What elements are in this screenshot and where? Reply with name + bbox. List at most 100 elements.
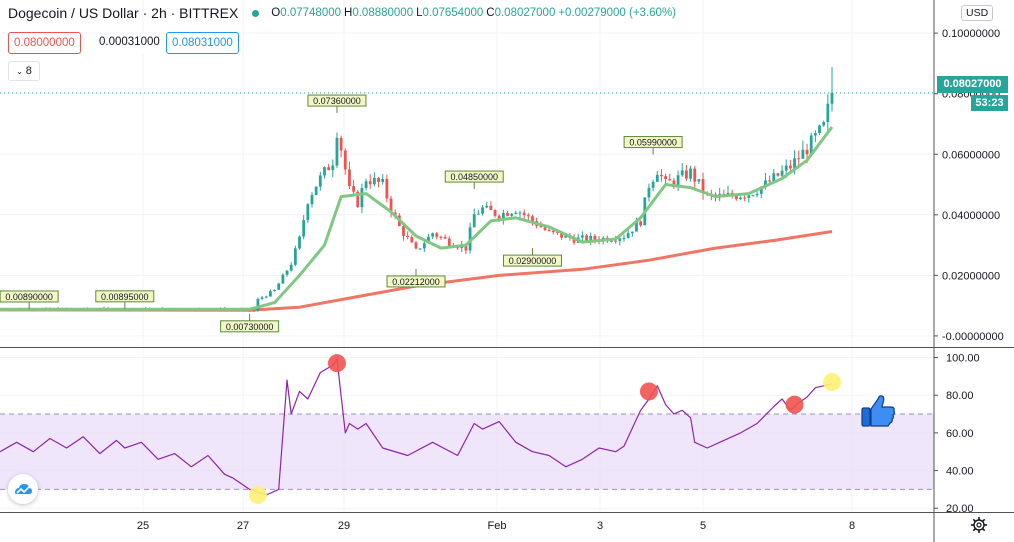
rsi-path — [0, 358, 833, 496]
annotation-box — [623, 136, 683, 149]
candle-body — [572, 238, 576, 243]
ohlc-open: O0.07748000 — [271, 7, 341, 19]
candle-body — [489, 205, 493, 210]
gear-icon[interactable] — [970, 516, 988, 534]
time-tick-label: 27 — [237, 520, 249, 532]
price-tick-label: 0.06000000 — [942, 149, 1000, 161]
candle-body — [589, 235, 593, 242]
candle-body — [497, 215, 501, 220]
annotation-label: 0.05990000 — [629, 138, 677, 148]
candle-body — [368, 181, 372, 185]
annotation-box — [95, 290, 155, 303]
annotation-label: 0.00730000 — [226, 322, 274, 332]
annotation-box — [502, 254, 562, 267]
candle-body — [793, 158, 796, 169]
candle-body — [685, 170, 688, 179]
spread-value: 0.00031000 — [94, 34, 165, 54]
bar-countdown: 53:23 — [971, 95, 1008, 111]
annotation-label: 0.00890000 — [5, 292, 53, 302]
candle-body — [772, 173, 776, 182]
rsi-tick-label: 20.00 — [946, 503, 974, 515]
indicators-collapse-button[interactable]: ⌄ 8 — [8, 61, 40, 81]
candle-body — [506, 212, 509, 216]
candle-body — [543, 227, 547, 230]
high-label: H — [344, 7, 353, 19]
candle-body — [801, 149, 805, 159]
price-annotation: 0.07360000 — [307, 94, 367, 114]
symbol-title[interactable]: Dogecoin / US Dollar · 2h · BITTREX — [8, 5, 239, 21]
candle-body — [456, 247, 459, 249]
candle-body — [323, 167, 326, 176]
time-tick-label: 29 — [338, 520, 350, 532]
candle-body — [348, 169, 351, 187]
ohlc-high: H0.08880000 — [344, 7, 413, 19]
candle-body — [581, 235, 584, 238]
annotation-box — [386, 275, 446, 288]
annotation-label: 0.07360000 — [313, 96, 361, 106]
price-annotation: 0.02212000 — [386, 268, 446, 288]
price-annotation: 0.02900000 — [502, 248, 562, 267]
price-annotation: 0.00890000 — [0, 290, 59, 309]
candle-body — [551, 230, 555, 233]
rsi-line — [0, 358, 833, 496]
candle-body — [647, 187, 651, 198]
currency-button[interactable]: USD — [961, 5, 994, 21]
candle-body — [289, 264, 293, 271]
price-tick-label: 0.10000000 — [942, 28, 1000, 40]
rsi-overbought-marker — [327, 354, 346, 373]
rsi-signal-marker — [823, 373, 841, 392]
open-value: 0.07748000 — [280, 7, 342, 19]
current-price-label: 0.08027000 — [937, 76, 1008, 93]
rsi-tick-label: 40.00 — [946, 466, 974, 478]
rsi-overbought-marker — [785, 395, 804, 414]
candle-body — [668, 179, 672, 181]
candle-body — [269, 291, 272, 297]
candle-body — [764, 180, 767, 187]
candle-body — [414, 242, 418, 249]
time-tick-label: 3 — [597, 520, 603, 532]
candle-body — [335, 137, 339, 166]
time-tick-label: 25 — [137, 520, 149, 532]
sell-button[interactable]: 0.08000000 — [8, 32, 81, 54]
slow-moving-average — [0, 230, 833, 312]
price-tick-label: -0.00000000 — [942, 331, 1004, 343]
buy-button[interactable]: 0.08031000 — [166, 32, 239, 54]
candle-body — [331, 165, 335, 171]
candle-body — [651, 181, 655, 188]
price-annotation: 0.00895000 — [95, 290, 155, 309]
annotation-box — [220, 320, 280, 333]
candle-body — [427, 236, 430, 244]
candle-body — [680, 170, 684, 176]
candle-body — [630, 231, 634, 234]
candle-body — [809, 135, 813, 155]
candle-body — [273, 289, 276, 292]
candle-body — [385, 178, 389, 199]
candle-body — [447, 238, 451, 246]
candle-body — [264, 296, 268, 298]
low-value: 0.07654000 — [422, 7, 484, 19]
candle-body — [826, 103, 830, 122]
candle-body — [755, 193, 759, 196]
candle-body — [660, 174, 663, 177]
tradingview-cloud-icon[interactable] — [8, 474, 38, 504]
candle-body — [410, 237, 414, 243]
close-label: C — [486, 7, 495, 19]
candle-body — [556, 232, 559, 234]
candle-body — [381, 178, 385, 182]
candle-body — [614, 240, 618, 242]
candle-body — [352, 186, 355, 192]
candle-body — [664, 176, 667, 180]
rsi-overbought-marker — [639, 382, 658, 401]
change-value: +0.00279000 (+3.60%) — [558, 7, 676, 19]
candle-body — [539, 226, 543, 228]
rsi-signal-marker — [248, 486, 267, 505]
candle-body — [356, 191, 360, 208]
candle-body — [314, 186, 318, 195]
candle-body — [252, 310, 256, 312]
candle-body — [468, 227, 472, 251]
candle-body — [818, 125, 821, 134]
candle-body — [526, 215, 530, 217]
price-annotation: 0.05990000 — [623, 136, 683, 155]
